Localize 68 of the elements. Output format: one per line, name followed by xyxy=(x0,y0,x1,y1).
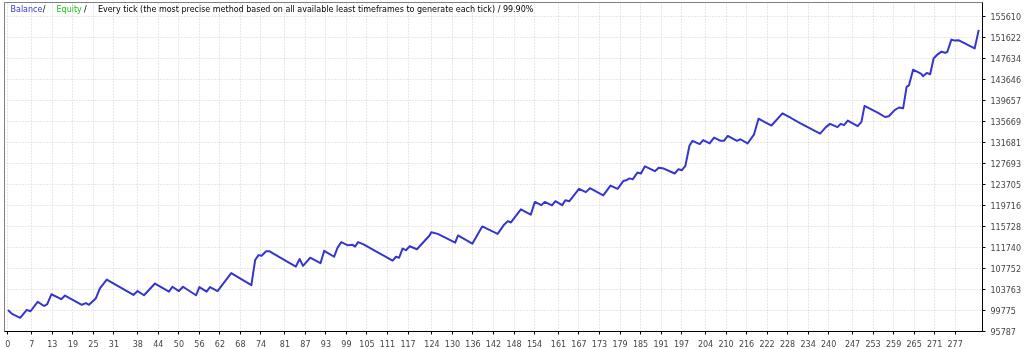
x-tick-label: 50 xyxy=(173,339,184,349)
x-tick-label: 185 xyxy=(632,339,649,349)
x-tick-label: 148 xyxy=(506,339,522,349)
x-tick-label: 277 xyxy=(947,339,963,349)
y-tick-label: 139657 xyxy=(990,96,1022,106)
x-tick-label: 167 xyxy=(571,339,587,349)
x-tick-label: 154 xyxy=(526,339,543,349)
x-tick-label: 173 xyxy=(591,339,608,349)
x-tick-label: 56 xyxy=(194,339,205,349)
x-tick-label: 44 xyxy=(153,339,164,349)
y-tick-label: 115728 xyxy=(990,222,1022,232)
x-tick-label: 19 xyxy=(67,339,78,349)
y-tick-label: 99775 xyxy=(990,306,1016,316)
x-tick-label: 38 xyxy=(132,339,143,349)
x-tick-label: 130 xyxy=(444,339,461,349)
x-tick-label: 259 xyxy=(885,339,902,349)
annotation: / xyxy=(84,4,88,14)
x-tick-label: 25 xyxy=(88,339,99,349)
y-tick-label: 107752 xyxy=(990,264,1022,274)
x-tick-label: 253 xyxy=(865,339,881,349)
x-tick-label: 105 xyxy=(359,339,375,349)
y-tick-label: 95787 xyxy=(990,328,1016,337)
x-tick-label: 99 xyxy=(341,339,352,349)
x-tick-label: 222 xyxy=(759,339,775,349)
legend-label: Equity xyxy=(56,4,83,14)
x-tick-label: 136 xyxy=(465,339,481,349)
x-tick-label: 13 xyxy=(47,339,58,349)
x-tick-label: 124 xyxy=(424,339,440,349)
x-tick-label: 62 xyxy=(214,339,226,349)
x-tick-label: 111 xyxy=(379,339,396,349)
x-tick-label: 93 xyxy=(320,339,332,349)
x-tick-label: 7 xyxy=(29,339,35,349)
x-tick-label: 68 xyxy=(235,339,246,349)
x-tick-label: 81 xyxy=(279,339,290,349)
x-tick-label: 87 xyxy=(300,339,311,349)
y-tick-label: 143646 xyxy=(990,75,1022,85)
chart-title: Every tick (the most precise method based on all available least timeframes to generate each tick) / 99.90% xyxy=(97,4,534,14)
x-tick-label: 31 xyxy=(108,339,120,349)
y-tick-label: 147634 xyxy=(990,54,1022,64)
x-tick-label: 117 xyxy=(400,339,416,349)
line-series xyxy=(6,28,980,319)
x-tick-label: 0 xyxy=(5,339,11,349)
x-tick-label: 204 xyxy=(697,339,714,349)
x-tick-label: 210 xyxy=(718,339,734,349)
y-tick-label: 103763 xyxy=(990,285,1022,295)
y-tick-label: 131681 xyxy=(990,138,1022,148)
x-tick-label: 179 xyxy=(612,339,628,349)
x-tick-label: 247 xyxy=(844,339,861,349)
x-tick-label: 228 xyxy=(779,339,796,349)
y-tick-label: 123705 xyxy=(990,180,1022,190)
x-tick-label: 191 xyxy=(653,339,669,349)
y-tick-label: 119716 xyxy=(990,201,1022,211)
x-tick-label: 240 xyxy=(820,339,837,349)
y-tick-label: 127693 xyxy=(990,159,1022,169)
y-tick-label: 135669 xyxy=(990,117,1022,127)
y-tick-label: 111740 xyxy=(990,243,1022,253)
annotation: / xyxy=(42,4,46,14)
text: Balance xyxy=(10,4,43,14)
x-tick-label: 216 xyxy=(738,339,755,349)
y-tick-label: 155610 xyxy=(990,12,1022,22)
x-tick-label: 142 xyxy=(485,339,502,349)
x-tick-label: 197 xyxy=(673,339,690,349)
x-tick-label: 74 xyxy=(255,339,267,349)
x-tick-label: 265 xyxy=(906,339,922,349)
x-tick-label: 271 xyxy=(926,339,943,349)
x-tick-label: 161 xyxy=(550,339,567,349)
y-tick-label: 151622 xyxy=(990,33,1022,43)
x-tick-label: 234 xyxy=(800,339,816,349)
